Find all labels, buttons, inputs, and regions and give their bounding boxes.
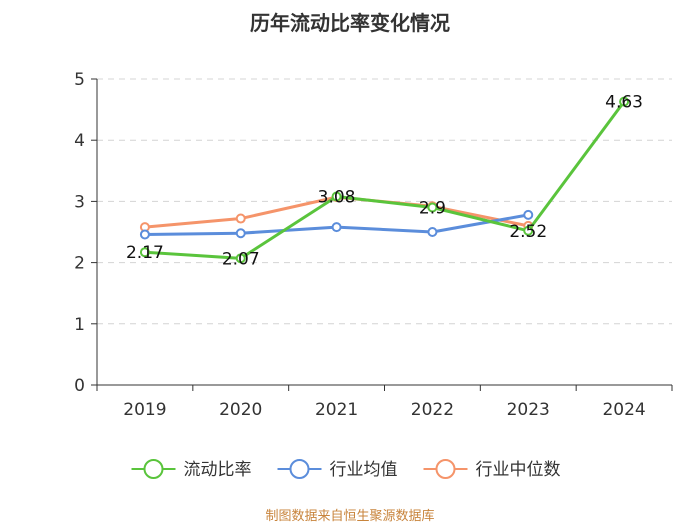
y-tick-label: 3 [74, 192, 85, 212]
x-tick-label: 2023 [507, 400, 550, 420]
y-tick-label: 5 [74, 70, 85, 90]
legend-item[interactable]: 行业均值 [277, 459, 398, 480]
data-label: 3.08 [318, 188, 356, 208]
x-tick-label: 2024 [602, 400, 645, 420]
data-label: 2.07 [222, 249, 260, 269]
legend-item[interactable]: 流动比率 [131, 459, 252, 480]
data-point[interactable] [523, 209, 534, 220]
source-note: 制图数据来自恒生聚源数据库 [265, 508, 434, 524]
legend-label: 行业中位数 [476, 460, 561, 480]
data-labels: 2.17 2.07 3.08 2.9 2.52 4.63 [126, 93, 643, 270]
x-tick-label: 2022 [411, 400, 454, 420]
series-layer [139, 96, 630, 264]
legend-marker-icon [289, 459, 310, 479]
data-point[interactable] [331, 191, 342, 202]
x-tick-label: 2019 [123, 400, 166, 420]
data-point[interactable] [235, 213, 246, 224]
legend-marker-icon [143, 459, 164, 479]
axes: 0 1 2 3 4 5 2019 2020 2021 2022 2023 2024 [74, 70, 673, 420]
data-label: 4.63 [605, 93, 643, 113]
legend-label: 流动比率 [184, 460, 252, 480]
legend-item[interactable]: 行业中位数 [423, 459, 561, 480]
data-point[interactable] [235, 228, 246, 239]
data-point[interactable] [523, 225, 534, 236]
chart-title: 历年流动比率变化情况 [250, 11, 450, 35]
data-label: 2.17 [126, 243, 164, 263]
x-tick-label: 2020 [219, 400, 262, 420]
y-tick-label: 2 [74, 254, 85, 274]
y-tick-label: 1 [74, 315, 85, 335]
data-point[interactable] [427, 202, 438, 213]
data-label: 2.9 [419, 199, 446, 219]
legend-marker-icon [435, 459, 456, 479]
series-line [143, 100, 626, 260]
legend[interactable]: 流动比率 行业均值 行业中位数 [131, 459, 561, 480]
data-point[interactable] [235, 253, 246, 264]
data-point[interactable] [331, 222, 342, 233]
y-tick-label: 0 [74, 376, 85, 396]
data-point[interactable] [139, 247, 150, 258]
data-point[interactable] [619, 96, 630, 107]
legend-label: 行业均值 [330, 460, 398, 480]
data-label: 2.52 [509, 222, 547, 242]
x-tick-label: 2021 [315, 400, 358, 420]
data-point[interactable] [427, 227, 438, 237]
data-point[interactable] [139, 229, 150, 240]
y-tick-label: 4 [74, 131, 85, 151]
